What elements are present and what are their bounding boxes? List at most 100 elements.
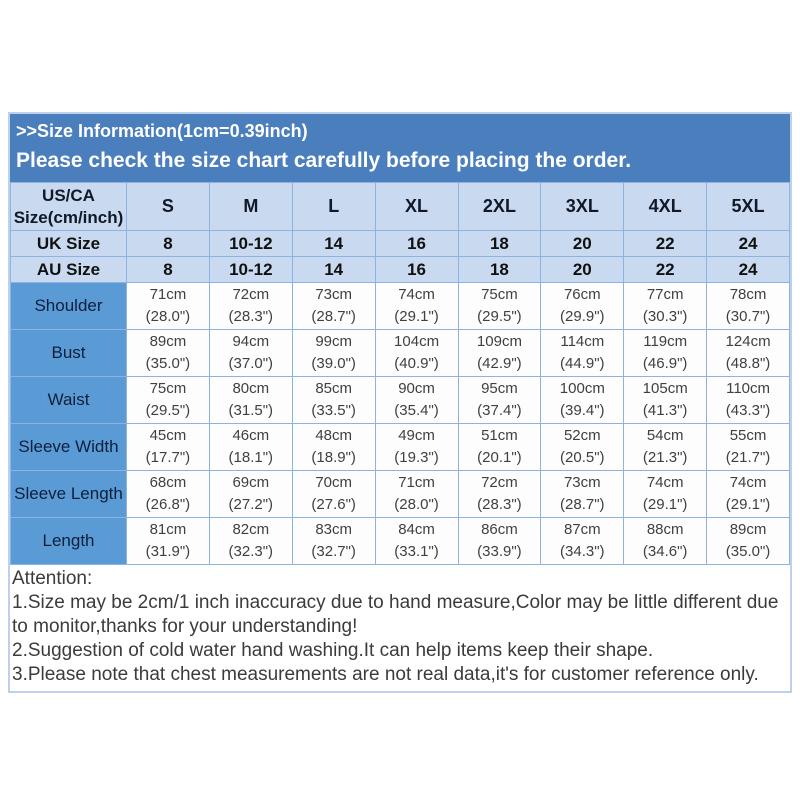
measure-cell: 46cm (18.1") <box>208 423 293 471</box>
measure-cell: 75cm (29.5") <box>126 376 210 424</box>
uk-size-row: UK Size 8 10-12 14 16 18 20 22 24 <box>10 230 790 257</box>
measure-cell: 78cm (30.7") <box>706 282 790 330</box>
corner-header: US/CA Size(cm/inch) <box>10 182 127 231</box>
size-header-3xl: 3XL <box>540 182 625 231</box>
measure-cell: 71cm (28.0") <box>374 470 459 518</box>
measure-cell: 82cm (32.3") <box>208 517 293 565</box>
measure-cell: 71cm (28.0") <box>126 282 210 330</box>
measure-cell: 48cm (18.9") <box>291 423 376 471</box>
size-check-notice: Please check the size chart carefully be… <box>16 149 632 172</box>
au-size-value: 10-12 <box>208 256 293 283</box>
size-info-title: >>Size Information(1cm=0.39inch) <box>16 121 308 141</box>
uk-size-value: 8 <box>126 230 210 257</box>
measure-cell: 81cm (31.9") <box>126 517 210 565</box>
measure-cell: 87cm (34.3") <box>540 517 625 565</box>
waist-row: Waist 75cm (29.5") 80cm (31.5") 85cm (33.5"… <box>10 376 790 424</box>
measure-cell: 77cm (30.3") <box>623 282 708 330</box>
measure-cell: 110cm (43.3") <box>706 376 790 424</box>
measure-cell: 84cm (33.1") <box>374 517 459 565</box>
measure-cell: 52cm (20.5") <box>540 423 625 471</box>
measure-cell: 95cm (37.4") <box>457 376 542 424</box>
measure-cell: 109cm (42.9") <box>457 329 542 377</box>
shoulder-row: Shoulder 71cm (28.0") 72cm (28.3") 73cm (28… <box>10 282 790 330</box>
size-header-4xl: 4XL <box>623 182 708 231</box>
size-header-m: M <box>208 182 293 231</box>
size-header-row: US/CA Size(cm/inch) S M L XL 2XL 3XL 4XL… <box>10 182 790 231</box>
au-size-value: 16 <box>374 256 459 283</box>
measure-cell: 72cm (28.3") <box>457 470 542 518</box>
shoulder-label: Shoulder <box>10 282 127 330</box>
sleeve-length-label: Sleeve Length <box>10 470 127 518</box>
length-row: Length 81cm (31.9") 82cm (32.3") 83cm (32.7… <box>10 517 790 565</box>
measure-cell: 90cm (35.4") <box>374 376 459 424</box>
uk-size-value: 20 <box>540 230 625 257</box>
au-size-value: 14 <box>291 256 376 283</box>
length-label: Length <box>10 517 127 565</box>
measure-cell: 76cm (29.9") <box>540 282 625 330</box>
measure-cell: 72cm (28.3") <box>208 282 293 330</box>
attention-note-3: 3.Please note that chest measurements ar… <box>12 664 759 685</box>
uk-size-value: 24 <box>706 230 790 257</box>
au-size-row: AU Size 8 10-12 14 16 18 20 22 24 <box>10 256 790 283</box>
measure-cell: 74cm (29.1") <box>374 282 459 330</box>
measure-cell: 86cm (33.9") <box>457 517 542 565</box>
measure-cell: 114cm (44.9") <box>540 329 625 377</box>
size-header-xl: XL <box>374 182 459 231</box>
measure-cell: 73cm (28.7") <box>291 282 376 330</box>
size-chart-sheet: >>Size Information(1cm=0.39inch) Please … <box>8 112 792 693</box>
measure-cell: 74cm (29.1") <box>623 470 708 518</box>
measure-cell: 54cm (21.3") <box>623 423 708 471</box>
measure-cell: 80cm (31.5") <box>208 376 293 424</box>
measure-cell: 99cm (39.0") <box>291 329 376 377</box>
uk-size-value: 10-12 <box>208 230 293 257</box>
measure-cell: 73cm (28.7") <box>540 470 625 518</box>
measure-cell: 70cm (27.6") <box>291 470 376 518</box>
measure-cell: 85cm (33.5") <box>291 376 376 424</box>
au-size-value: 8 <box>126 256 210 283</box>
au-size-value: 18 <box>457 256 542 283</box>
sleeve-width-row: Sleeve Width 45cm (17.7") 46cm (18.1") 48c… <box>10 423 790 471</box>
uk-size-label: UK Size <box>10 230 127 257</box>
sleeve-width-label: Sleeve Width <box>10 423 127 471</box>
measure-cell: 74cm (29.1") <box>706 470 790 518</box>
uk-size-value: 14 <box>291 230 376 257</box>
au-size-value: 22 <box>623 256 708 283</box>
measure-cell: 55cm (21.7") <box>706 423 790 471</box>
corner-header-line2: Size(cm/inch) <box>13 207 124 227</box>
measure-cell: 45cm (17.7") <box>126 423 210 471</box>
attention-note-2: 2.Suggestion of cold water hand washing.… <box>12 640 654 661</box>
measure-cell: 119cm (46.9") <box>623 329 708 377</box>
attention-notes: Attention: 1.Size may be 2cm/1 inch inac… <box>10 565 790 691</box>
size-header-5xl: 5XL <box>706 182 790 231</box>
waist-label: Waist <box>10 376 127 424</box>
measure-cell: 83cm (32.7") <box>291 517 376 565</box>
uk-size-value: 22 <box>623 230 708 257</box>
measure-cell: 49cm (19.3") <box>374 423 459 471</box>
attention-title: Attention: <box>12 568 93 589</box>
measure-cell: 124cm (48.8") <box>706 329 790 377</box>
measure-cell: 89cm (35.0") <box>126 329 210 377</box>
measure-cell: 75cm (29.5") <box>457 282 542 330</box>
corner-header-line1: US/CA <box>42 186 95 206</box>
size-header-2xl: 2XL <box>457 182 542 231</box>
size-header-s: S <box>126 182 210 231</box>
bust-row: Bust 89cm (35.0") 94cm (37.0") 99cm (39.0")… <box>10 329 790 377</box>
measure-cell: 100cm (39.4") <box>540 376 625 424</box>
uk-size-value: 16 <box>374 230 459 257</box>
banner: >>Size Information(1cm=0.39inch) Please … <box>10 114 790 182</box>
measure-cell: 88cm (34.6") <box>623 517 708 565</box>
size-header-l: L <box>291 182 376 231</box>
measure-cell: 51cm (20.1") <box>457 423 542 471</box>
au-size-label: AU Size <box>10 256 127 283</box>
measure-cell: 89cm (35.0") <box>706 517 790 565</box>
au-size-value: 20 <box>540 256 625 283</box>
size-table: US/CA Size(cm/inch) S M L XL 2XL 3XL 4XL… <box>10 182 790 565</box>
measure-cell: 104cm (40.9") <box>374 329 459 377</box>
au-size-value: 24 <box>706 256 790 283</box>
measure-cell: 68cm (26.8") <box>126 470 210 518</box>
bust-label: Bust <box>10 329 127 377</box>
measure-cell: 105cm (41.3") <box>623 376 708 424</box>
measure-cell: 69cm (27.2") <box>208 470 293 518</box>
attention-note-1: 1.Size may be 2cm/1 inch inaccuracy due … <box>12 592 779 637</box>
measure-cell: 94cm (37.0") <box>208 329 293 377</box>
